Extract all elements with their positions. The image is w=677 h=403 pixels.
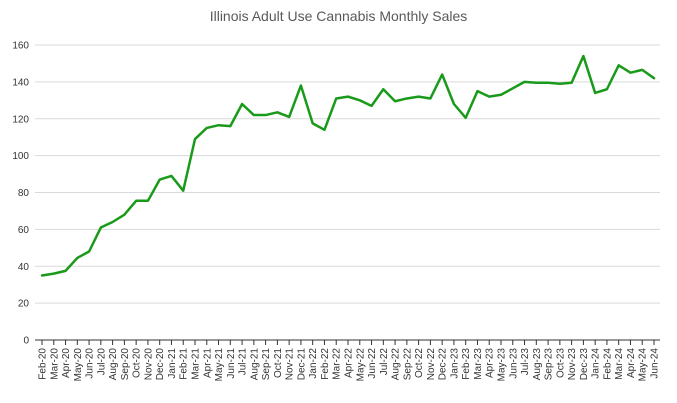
x-tick-label: Sep-23 [544,348,555,381]
x-tick-label: Nov-23 [567,348,578,381]
x-tick-label: Nov-22 [426,348,437,381]
x-tick-label: Apr-24 [626,348,637,378]
x-tick-label: Aug-23 [532,348,543,381]
y-tick-label: 40 [18,262,30,273]
x-tick-label: Apr-21 [202,348,213,378]
x-tick-label: Mar-24 [614,348,625,380]
series [40,54,656,277]
y-tick-label: 100 [12,151,29,162]
x-tick-label: Sep-20 [120,348,131,381]
x-tick-label: Oct-23 [555,348,566,378]
x-tick-label: Jun-22 [367,348,378,379]
x-tick-label: Sep-21 [261,348,272,381]
x-tick-label: Jun-20 [85,348,96,379]
x-tick-label: Nov-20 [143,348,154,381]
x-tick-label: Apr-20 [61,348,72,378]
x-tick-label: Dec-22 [438,348,449,381]
y-tick-label: 60 [18,225,30,236]
x-tick-label: Jun-23 [508,348,519,379]
x-tick-label: Sep-22 [402,348,413,381]
x-tick-label: Oct-22 [414,348,425,378]
y-axis-tick-labels: 0 20 40 60 80 100 120 140 160 [12,41,29,347]
axes [35,339,660,345]
x-tick-label: Jan-22 [308,348,319,379]
x-tick-label: Jan-21 [167,348,178,379]
x-tick-label: Jan-23 [449,348,460,379]
x-tick-label: May-20 [73,348,84,382]
x-tick-label: Jul-21 [238,348,249,376]
x-tick-label: Jul-22 [379,348,390,376]
x-tick-label: Dec-21 [296,348,307,381]
x-tick-label: May-21 [214,348,225,382]
x-tick-label: May-24 [638,348,649,382]
x-tick-label: Feb-20 [38,348,49,380]
x-tick-label: Mar-20 [49,348,60,380]
x-tick-label: Jul-20 [96,348,107,376]
x-tick-label: Feb-24 [602,348,613,380]
x-tick-label: Mar-21 [191,348,202,380]
x-tick-label: Aug-20 [108,348,119,381]
x-tick-label: Apr-23 [485,348,496,378]
x-tick-label: May-23 [497,348,508,382]
x-tick-label: May-22 [355,348,366,382]
x-tick-label: Jul-23 [520,348,531,376]
x-tick-label: Aug-21 [249,348,260,381]
x-tick-label: Apr-22 [344,348,355,378]
x-axis-tick-labels: Feb-20 Mar-20 Apr-20 May-20 Jun-20 Jul-20 Aug-… [38,348,661,382]
x-tick-label: Feb-21 [179,348,190,380]
x-tick-label: Jan-24 [591,348,602,379]
x-tick-label: Mar-22 [332,348,343,380]
chart-title: Illinois Adult Use Cannabis Monthly Sale… [209,8,468,24]
x-tick-label: Oct-21 [273,348,284,378]
y-tick-label: 140 [12,77,29,88]
x-tick-label: Nov-21 [285,348,296,381]
x-tick-label: Dec-20 [155,348,166,381]
gridlines [35,44,660,304]
y-tick-label: 120 [12,114,29,125]
x-tick-label: Feb-22 [320,348,331,380]
x-tick-label: Mar-23 [473,348,484,380]
y-tick-label: 20 [18,299,30,310]
x-tick-label: Jun-24 [650,348,661,379]
y-tick-label: 0 [23,336,29,347]
x-tick-label: Oct-20 [132,348,143,378]
x-tick-label: Jun-21 [226,348,237,379]
series-line [40,54,656,277]
x-tick-label: Feb-23 [461,348,472,380]
y-tick-label: 80 [18,188,30,199]
x-tick-label: Dec-23 [579,348,590,381]
x-tick-label: Aug-22 [391,348,402,381]
y-tick-label: 160 [12,41,29,52]
